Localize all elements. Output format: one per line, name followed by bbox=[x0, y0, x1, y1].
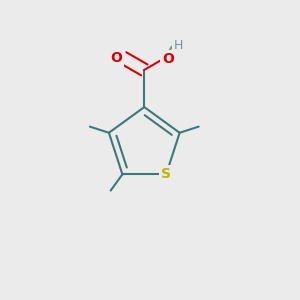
Text: O: O bbox=[162, 52, 174, 66]
Text: O: O bbox=[110, 51, 122, 65]
Text: S: S bbox=[161, 167, 171, 182]
Text: H: H bbox=[174, 39, 184, 52]
